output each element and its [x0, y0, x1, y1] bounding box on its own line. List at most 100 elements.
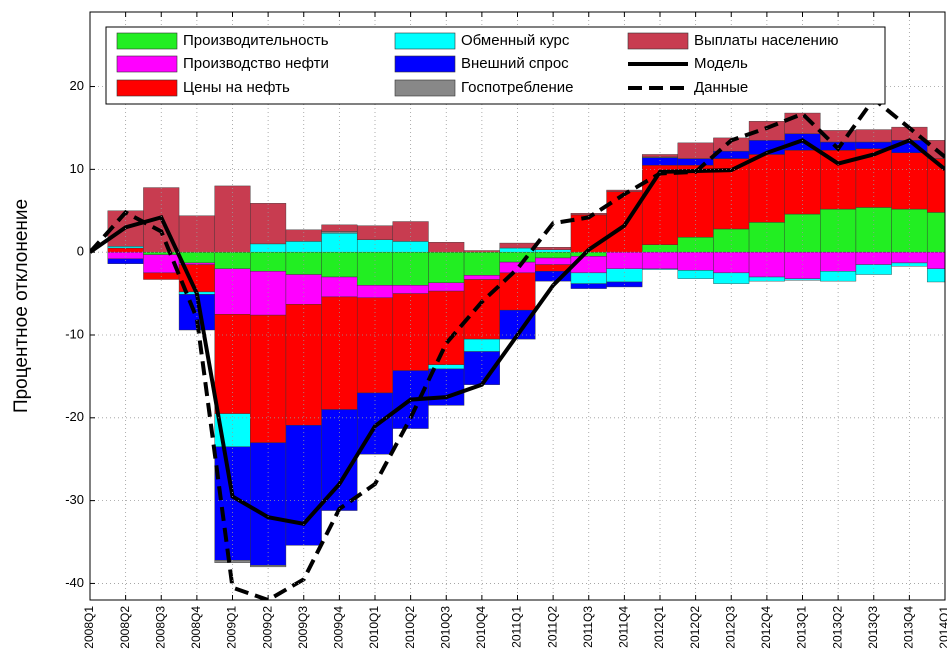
x-tick-label: 2010Q1: [367, 606, 381, 649]
bar-segment: [606, 268, 643, 283]
bar-segment: [855, 207, 892, 253]
y-tick-label: -40: [65, 575, 84, 590]
x-tick-label: 2011Q2: [545, 606, 559, 648]
x-tick-label: 2012Q1: [652, 606, 666, 649]
bar-segment: [107, 246, 144, 249]
x-tick-label: 2008Q4: [189, 606, 203, 649]
bar-segment: [107, 251, 144, 259]
bar-segment: [499, 261, 536, 274]
x-tick-label: 2009Q1: [225, 606, 239, 649]
bar-segment: [535, 249, 572, 253]
bar-segment: [250, 565, 287, 568]
x-tick-label: 2009Q4: [332, 606, 346, 649]
x-tick-label: 2008Q2: [118, 606, 132, 649]
x-tick-label: 2010Q2: [403, 606, 417, 649]
bar-segment: [606, 189, 643, 192]
x-tick-label: 2010Q3: [438, 606, 452, 649]
x-tick-label: 2013Q4: [902, 606, 916, 649]
bar-segment: [535, 257, 572, 265]
legend-label: Обменный курс: [461, 32, 570, 49]
x-tick-label: 2014Q1: [937, 606, 947, 649]
x-tick-label: 2011Q4: [617, 606, 631, 648]
legend-swatch: [394, 55, 456, 73]
bar-segment: [321, 276, 358, 298]
x-tick-label: 2008Q3: [153, 606, 167, 649]
x-tick-label: 2013Q3: [866, 606, 880, 649]
bar-segment: [285, 425, 322, 546]
bar-segment: [784, 213, 821, 253]
bar-segment: [891, 208, 928, 253]
bar-segment: [926, 212, 945, 253]
bar-segment: [463, 251, 500, 276]
bar-segment: [321, 232, 358, 253]
bar-segment: [285, 241, 322, 253]
bar-segment: [748, 222, 785, 253]
x-tick-label: 2011Q1: [510, 606, 524, 648]
legend-label: Выплаты населению: [694, 32, 838, 49]
legend-label: Модель: [694, 55, 748, 72]
bar-segment: [250, 314, 287, 443]
bar-segment: [428, 242, 465, 253]
bar-segment: [713, 272, 750, 284]
y-tick-label: -20: [65, 409, 84, 424]
bar-segment: [606, 191, 643, 253]
legend-label: Производительность: [183, 32, 329, 49]
legend-label: Внешний спрос: [461, 55, 569, 72]
bar-segment: [250, 442, 287, 566]
x-tick-label: 2011Q3: [581, 606, 595, 648]
bar-segment: [214, 268, 251, 315]
bar-segment: [926, 251, 945, 269]
bar-segment: [713, 251, 750, 274]
bar-segment: [285, 274, 322, 305]
bar-segment: [570, 272, 607, 284]
x-tick-label: 2013Q2: [830, 606, 844, 649]
x-tick-label: 2013Q1: [795, 606, 809, 649]
y-tick-label: -10: [65, 326, 84, 341]
bar-segment: [499, 242, 536, 249]
bar-segment: [250, 203, 287, 245]
bar-segment: [926, 268, 945, 283]
x-tick-label: 2012Q4: [759, 606, 773, 649]
x-tick-label: 2008Q1: [82, 606, 96, 649]
bar-segment: [820, 208, 857, 253]
legend-label: Производство нефти: [183, 55, 329, 72]
bar-segment: [250, 271, 287, 316]
bar-segment: [855, 251, 892, 265]
bar-segment: [356, 285, 394, 298]
bar-segment: [926, 158, 945, 213]
bar-segment: [535, 251, 572, 259]
bar-segment: [677, 270, 714, 279]
x-tick-label: 2009Q2: [260, 606, 274, 649]
y-tick-label: -30: [65, 492, 84, 507]
y-axis-label: Процентное отклонение: [11, 199, 32, 413]
bar-segment: [392, 221, 429, 242]
plot-frame: [89, 11, 946, 601]
x-tick-label: 2009Q3: [296, 606, 310, 649]
bar-segment: [891, 251, 928, 264]
x-tick-label: 2010Q4: [474, 606, 488, 649]
bar-segment: [285, 251, 322, 275]
bar-segment: [356, 239, 394, 253]
y-tick-label: 10: [70, 161, 84, 176]
legend-swatch: [116, 79, 178, 97]
bar-segment: [428, 290, 465, 365]
legend-label: Госпотребление: [461, 79, 574, 96]
legend-swatch: [394, 32, 456, 50]
bar-segment: [392, 241, 429, 253]
legend-label: Цены на нефть: [183, 79, 290, 96]
bar-segment: [677, 251, 714, 271]
legend-box: [105, 26, 886, 105]
bar-segment: [107, 258, 144, 264]
bar-segment: [463, 275, 500, 280]
bar-segment: [214, 314, 251, 414]
bar-segment: [178, 215, 215, 253]
bar-segment: [214, 185, 251, 253]
legend: Производительность Производство нефти Цены…: [105, 26, 886, 105]
legend-swatch: [116, 32, 178, 50]
bar-segment: [285, 229, 322, 242]
bar-segment: [570, 213, 607, 216]
bar-segment: [321, 296, 358, 410]
bar-segment: [178, 251, 215, 264]
legend-swatch: [394, 79, 456, 97]
legend-swatch: [627, 32, 689, 50]
